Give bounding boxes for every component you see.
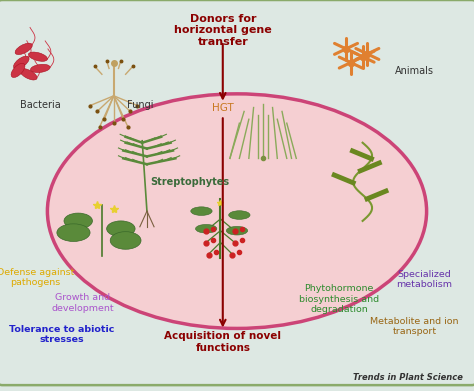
Text: Donors for
horizontal gene
transfer: Donors for horizontal gene transfer <box>174 14 272 47</box>
Ellipse shape <box>227 226 247 235</box>
Text: Fungi: Fungi <box>127 100 153 110</box>
Text: Bacteria: Bacteria <box>20 100 61 110</box>
Ellipse shape <box>20 68 37 80</box>
Ellipse shape <box>196 224 217 233</box>
Ellipse shape <box>30 64 50 73</box>
Text: Metabolite and ion
transport: Metabolite and ion transport <box>371 317 459 336</box>
Ellipse shape <box>14 56 29 69</box>
Ellipse shape <box>15 43 32 55</box>
Ellipse shape <box>191 207 212 215</box>
Text: Growth and
development: Growth and development <box>52 293 114 313</box>
Ellipse shape <box>28 52 47 61</box>
Ellipse shape <box>47 94 427 328</box>
Text: Phytohormone
biosynthesis and
degradation: Phytohormone biosynthesis and degradatio… <box>299 284 379 314</box>
Text: Tolerance to abiotic
stresses: Tolerance to abiotic stresses <box>9 325 114 344</box>
Text: Trends in Plant Science: Trends in Plant Science <box>353 373 463 382</box>
Ellipse shape <box>57 224 90 241</box>
Text: Defense against
pathogens: Defense against pathogens <box>0 268 74 287</box>
Ellipse shape <box>107 221 135 237</box>
Ellipse shape <box>11 63 25 77</box>
Ellipse shape <box>110 231 141 249</box>
Ellipse shape <box>228 211 250 219</box>
Ellipse shape <box>64 213 92 229</box>
Text: HGT: HGT <box>212 102 234 113</box>
Text: Acquisition of novel
functions: Acquisition of novel functions <box>164 331 281 353</box>
Text: Animals: Animals <box>395 66 434 77</box>
Text: Streptophytes: Streptophytes <box>150 177 229 187</box>
Text: Specialized
metabolism: Specialized metabolism <box>396 270 452 289</box>
